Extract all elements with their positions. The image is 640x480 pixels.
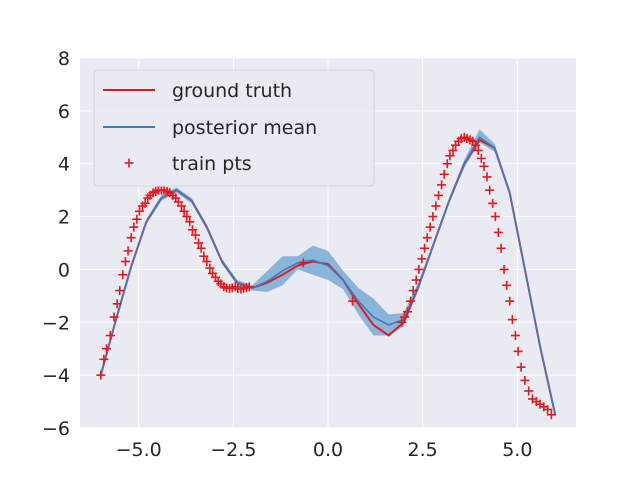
y-tick-label: 6 — [58, 101, 70, 123]
y-tick-label: 2 — [58, 207, 70, 229]
y-tick-label: 4 — [58, 154, 70, 176]
train-point — [298, 258, 308, 268]
train-point — [431, 201, 441, 211]
train-point — [105, 331, 115, 340]
train-point — [196, 243, 206, 253]
train-point — [479, 161, 489, 171]
train-point — [123, 246, 133, 256]
train-point — [510, 331, 520, 340]
train-point — [439, 169, 449, 179]
train-point — [406, 296, 416, 306]
train-point — [403, 307, 413, 317]
train-point — [129, 222, 139, 232]
y-tick-label: 0 — [58, 259, 70, 281]
train-point — [199, 251, 209, 261]
train-points — [96, 132, 556, 420]
train-point — [482, 172, 492, 182]
train-point — [134, 206, 144, 216]
train-point — [485, 185, 495, 195]
confidence-band — [100, 129, 556, 418]
train-point — [476, 153, 486, 163]
train-point — [496, 243, 506, 253]
train-point — [445, 151, 455, 161]
x-tick-label: 0.0 — [313, 439, 343, 461]
x-tick-label: −2.5 — [210, 439, 256, 461]
train-point — [182, 212, 192, 222]
y-tick-label: 8 — [58, 48, 70, 70]
y-tick-label: −4 — [42, 365, 70, 387]
train-point — [120, 257, 130, 266]
legend-label-train-pts: train pts — [172, 153, 252, 175]
train-point — [176, 201, 186, 211]
train-point — [422, 233, 432, 243]
train-point — [348, 296, 358, 306]
legend-marker — [124, 158, 134, 168]
train-point — [546, 410, 556, 420]
train-point — [109, 312, 119, 322]
train-point — [505, 296, 515, 306]
legend-swatch-train-pts — [124, 158, 134, 168]
train-point — [179, 206, 189, 216]
train-point — [471, 140, 481, 150]
train-point — [397, 317, 407, 327]
train-point — [140, 198, 150, 208]
train-point — [488, 198, 498, 208]
train-point — [513, 346, 523, 356]
train-point — [202, 257, 212, 266]
train-point — [118, 270, 128, 280]
train-point — [493, 227, 503, 237]
train-point — [96, 370, 106, 380]
train-point — [437, 180, 447, 190]
train-point — [414, 264, 424, 274]
train-point — [507, 315, 517, 325]
train-point — [428, 212, 438, 222]
legend-label-ground-truth: ground truth — [172, 80, 292, 102]
train-point — [502, 280, 512, 290]
train-point — [115, 286, 125, 296]
train-point — [448, 146, 458, 155]
train-point — [411, 275, 421, 285]
train-point — [543, 405, 553, 414]
train-point — [194, 238, 204, 248]
y-tick-label: −2 — [42, 312, 70, 334]
y-tick-label: −6 — [42, 418, 70, 440]
train-point — [473, 146, 483, 155]
x-axis-ticks: −5.0 −2.5 0.0 2.5 5.0 — [116, 439, 533, 461]
train-point — [190, 230, 200, 240]
train-point — [399, 312, 409, 322]
x-tick-label: 5.0 — [502, 439, 532, 461]
train-point — [442, 159, 452, 169]
legend: ground truth posterior mean train pts — [93, 69, 375, 187]
train-point — [112, 299, 122, 309]
train-point — [102, 344, 112, 354]
train-point — [187, 225, 197, 235]
train-point — [99, 354, 109, 364]
train-point — [408, 286, 418, 296]
train-point — [520, 375, 530, 385]
y-axis-ticks: −6 −4 −2 0 2 4 6 8 — [42, 48, 70, 440]
train-point — [420, 243, 430, 253]
train-point — [244, 282, 254, 292]
train-point — [434, 190, 444, 200]
x-tick-label: −5.0 — [116, 439, 162, 461]
train-point — [185, 217, 195, 227]
train-point — [126, 233, 136, 243]
legend-box — [93, 69, 375, 187]
train-point — [205, 263, 215, 273]
train-point — [417, 254, 427, 264]
train-point — [132, 214, 142, 224]
train-point — [425, 222, 435, 232]
plot-area — [96, 129, 557, 420]
x-tick-label: 2.5 — [408, 439, 438, 461]
train-point — [516, 362, 526, 372]
train-point — [490, 212, 500, 222]
train-point — [524, 386, 534, 396]
legend-label-posterior-mean: posterior mean — [172, 117, 317, 139]
train-point — [499, 264, 509, 274]
series-line-posterior-mean — [100, 136, 556, 415]
